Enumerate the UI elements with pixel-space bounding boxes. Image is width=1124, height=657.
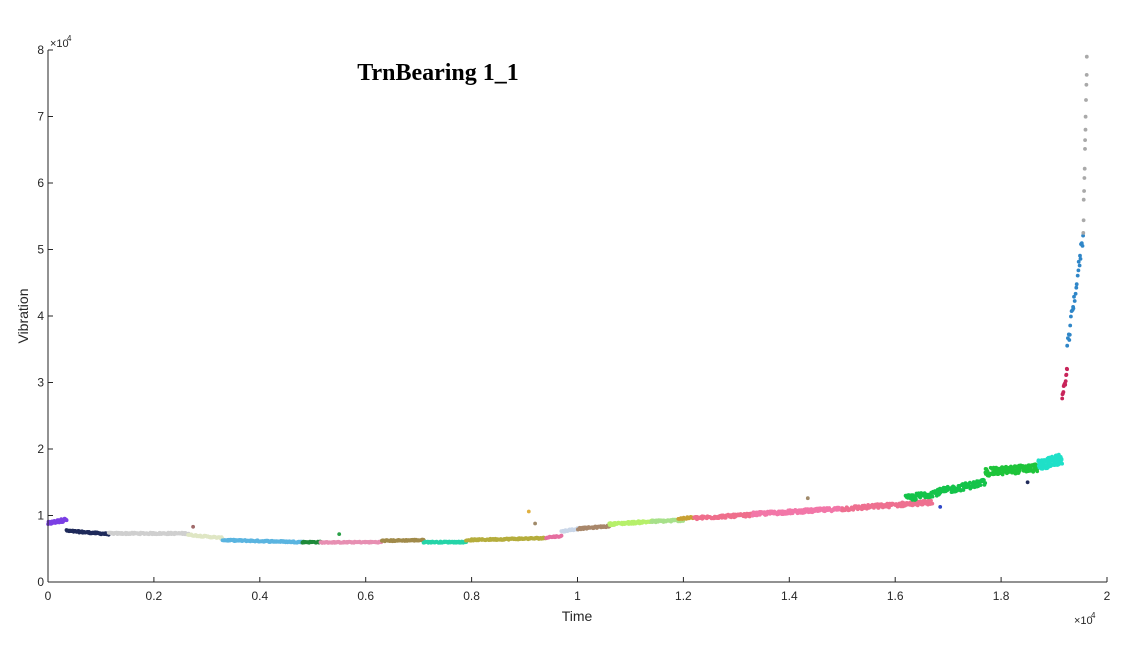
y-tick-label: 7 bbox=[37, 110, 44, 124]
data-point bbox=[1081, 231, 1086, 235]
outlier-point bbox=[337, 532, 342, 536]
y-multiplier-base: ×10 bbox=[50, 38, 69, 50]
data-point bbox=[1080, 244, 1085, 248]
data-point bbox=[1072, 299, 1077, 303]
data-point bbox=[1068, 323, 1073, 328]
y-ticks: 0 1 2 3 4 5 6 7 8 bbox=[37, 43, 53, 589]
x-tick-label: 0.8 bbox=[463, 589, 480, 603]
data-point bbox=[1081, 233, 1085, 238]
data-point bbox=[1083, 147, 1087, 151]
data-point bbox=[914, 497, 918, 502]
outlier-point bbox=[1025, 480, 1030, 485]
x-multiplier-exponent: 4 bbox=[1091, 611, 1096, 620]
data-point bbox=[1063, 379, 1068, 383]
data-point bbox=[1059, 457, 1064, 462]
data-point bbox=[1067, 332, 1072, 337]
data-point bbox=[929, 498, 933, 503]
y-tick-label: 1 bbox=[37, 509, 44, 523]
outlier-point bbox=[533, 521, 537, 526]
data-point bbox=[1074, 282, 1079, 287]
data-point bbox=[1065, 343, 1070, 348]
data-point bbox=[1060, 461, 1064, 466]
x-tick-label: 1.6 bbox=[887, 589, 904, 603]
data-point bbox=[983, 481, 988, 485]
x-multiplier-base: ×10 bbox=[1074, 615, 1093, 627]
data-point bbox=[1083, 138, 1087, 143]
data-point bbox=[1063, 382, 1068, 387]
data-point bbox=[1084, 73, 1089, 77]
x-tick-label: 1.8 bbox=[993, 589, 1010, 603]
data-point bbox=[1069, 314, 1073, 319]
outlier-point bbox=[805, 496, 810, 501]
data-point bbox=[1074, 285, 1079, 290]
x-tick-label: 0.2 bbox=[146, 589, 163, 603]
data-point bbox=[1082, 176, 1087, 180]
y-tick-label: 3 bbox=[37, 376, 44, 390]
data-point bbox=[1084, 82, 1089, 87]
x-tick-label: 1.2 bbox=[675, 589, 692, 603]
y-tick-label: 2 bbox=[37, 442, 44, 456]
data-point bbox=[64, 518, 69, 523]
data-point bbox=[1084, 98, 1088, 102]
data-point bbox=[1071, 306, 1076, 311]
x-tick-label: 0 bbox=[45, 589, 52, 603]
y-tick-label: 4 bbox=[37, 309, 44, 323]
y-multiplier-exponent: 4 bbox=[67, 34, 72, 43]
data-point bbox=[1078, 257, 1083, 261]
x-tick-label: 1 bbox=[574, 589, 581, 603]
data-point bbox=[1082, 189, 1086, 193]
data-point bbox=[1081, 218, 1086, 223]
data-point bbox=[1083, 127, 1088, 132]
chart-title: TrnBearing 1_1 bbox=[357, 60, 519, 86]
data-point bbox=[1072, 294, 1076, 299]
data-point bbox=[559, 533, 564, 538]
axes: 0 0.2 0.4 0.6 0.8 1 1.2 1.4 1.6 1.8 2 0 1 2 3 4 5 6 7 8 bbox=[37, 43, 1110, 603]
data-point bbox=[930, 501, 935, 506]
x-ticks: 0 0.2 0.4 0.6 0.8 1 1.2 1.4 1.6 1.8 2 bbox=[45, 577, 1111, 603]
data-point bbox=[1083, 114, 1088, 119]
data-point bbox=[1065, 367, 1069, 372]
data-point bbox=[982, 478, 986, 482]
y-tick-label: 6 bbox=[37, 176, 44, 190]
data-point bbox=[1078, 253, 1082, 258]
x-axis-label: Time bbox=[562, 608, 593, 624]
data-point bbox=[1076, 268, 1081, 273]
data-point bbox=[1082, 166, 1087, 171]
y-tick-label: 8 bbox=[37, 43, 44, 57]
outlier-point bbox=[938, 505, 943, 509]
data-point bbox=[1035, 469, 1040, 474]
data-point bbox=[1077, 263, 1082, 268]
x-tick-label: 0.4 bbox=[251, 589, 268, 603]
outlier-point bbox=[526, 509, 531, 514]
y-axis-multiplier: ×10 4 bbox=[50, 34, 72, 50]
data-point bbox=[1073, 291, 1078, 296]
data-point bbox=[1075, 273, 1080, 278]
data-point bbox=[1060, 396, 1065, 401]
data-point bbox=[1067, 338, 1072, 342]
y-tick-label: 5 bbox=[37, 243, 44, 257]
data-point bbox=[930, 494, 935, 499]
x-tick-label: 0.6 bbox=[357, 589, 374, 603]
data-point bbox=[1076, 259, 1081, 264]
outlier-point bbox=[191, 524, 196, 529]
data-point bbox=[978, 483, 983, 487]
data-point bbox=[1084, 54, 1089, 59]
data-point bbox=[1061, 390, 1066, 394]
x-tick-label: 1.4 bbox=[781, 589, 798, 603]
x-tick-label: 2 bbox=[1104, 589, 1111, 603]
data-point bbox=[1064, 372, 1069, 377]
data-point bbox=[968, 480, 972, 485]
data-point bbox=[1081, 197, 1086, 202]
data-points bbox=[46, 54, 1089, 545]
x-axis-multiplier: ×10 4 bbox=[1074, 611, 1096, 627]
y-tick-label: 0 bbox=[37, 575, 44, 589]
y-axis-label: Vibration bbox=[15, 288, 31, 343]
